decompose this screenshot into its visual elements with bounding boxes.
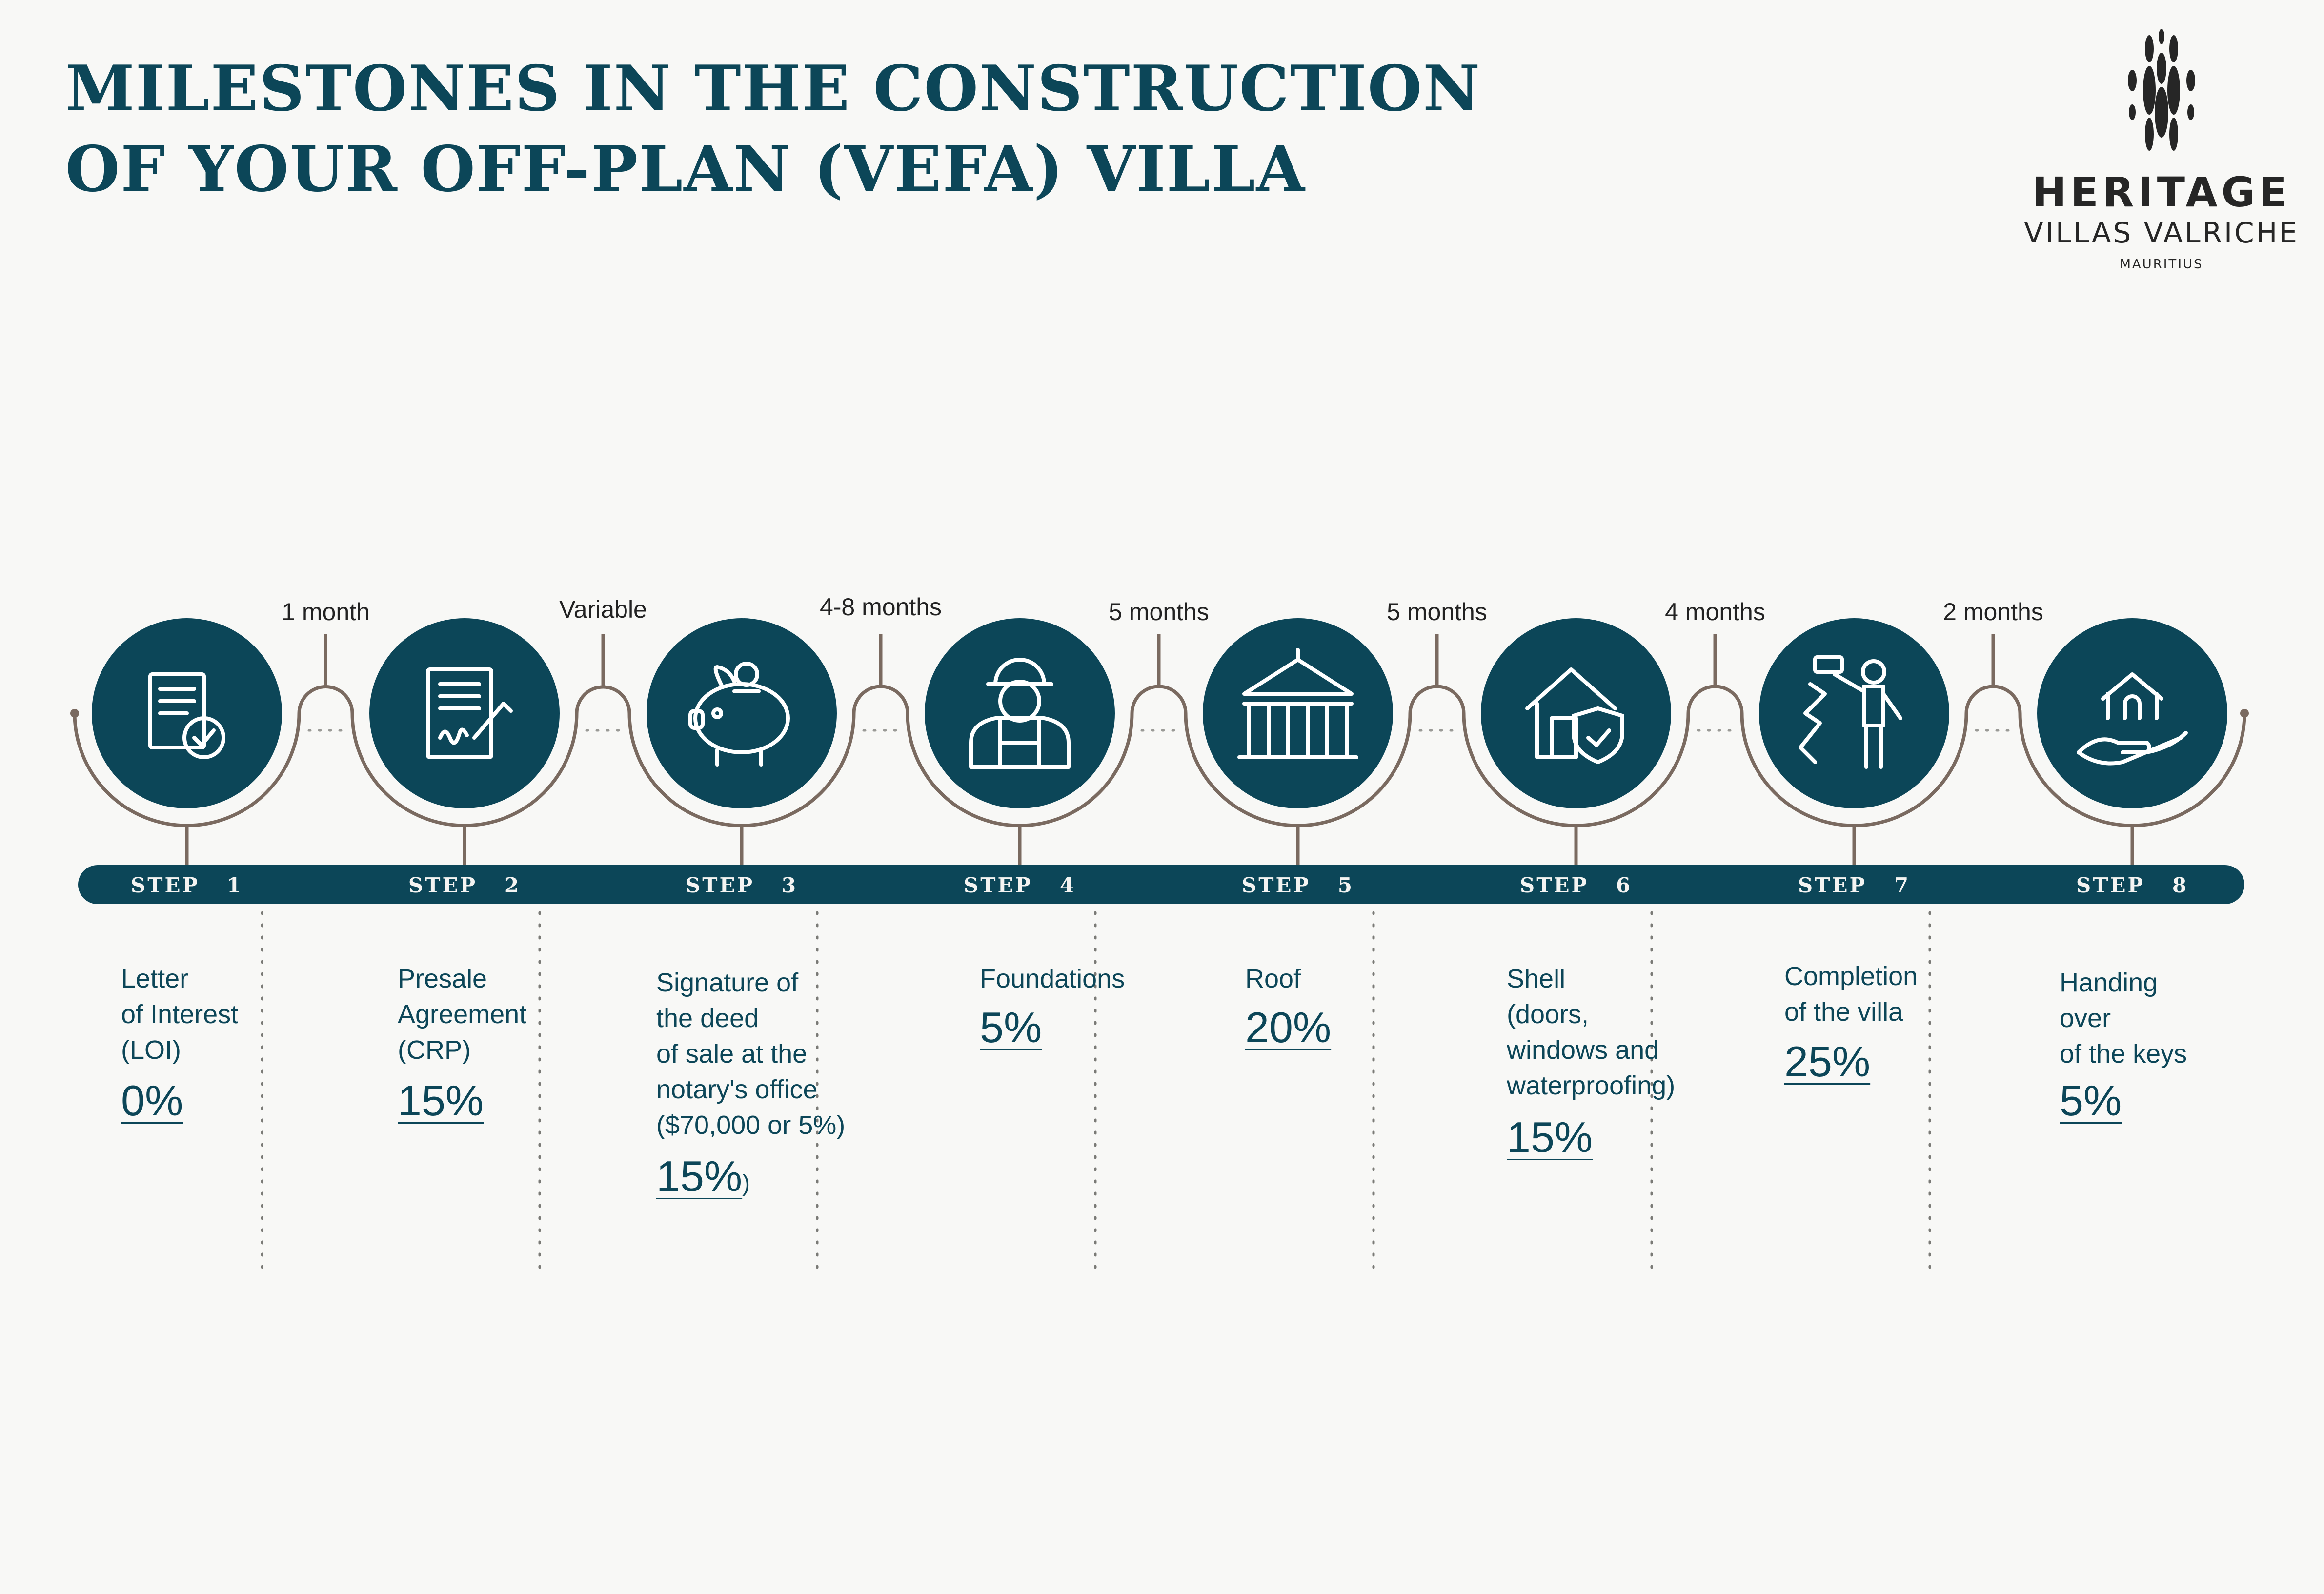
description-line: Agreement bbox=[398, 1000, 527, 1029]
step-circle-bg bbox=[1481, 618, 1671, 808]
brand-logo: HERITAGE VILLAS VALRICHE MAURITIUS bbox=[2020, 27, 2303, 272]
step-description: Shell (doors, windows and waterproofing) bbox=[1507, 961, 1675, 1104]
step-description: Presale Agreement (CRP) bbox=[398, 961, 526, 1068]
duration-label: Variable bbox=[559, 596, 647, 623]
description-line: (doors, bbox=[1507, 1000, 1589, 1029]
step-description: Foundations bbox=[980, 961, 1125, 997]
piggy-bank-icon bbox=[688, 662, 790, 767]
payment-percent: 20% bbox=[1245, 1003, 1331, 1052]
payment-percent: 0% bbox=[121, 1076, 183, 1126]
step-6-circle bbox=[1481, 618, 1671, 808]
percent-suffix: ) bbox=[742, 1170, 750, 1196]
percent-value: 5% bbox=[980, 1003, 1042, 1051]
painter-icon bbox=[1799, 655, 1902, 769]
description-line: Roof bbox=[1245, 964, 1301, 993]
duration-label: 4 months bbox=[1665, 598, 1765, 625]
brand-subtitle: VILLAS VALRICHE bbox=[2024, 216, 2299, 249]
duration-label: 1 month bbox=[282, 598, 370, 625]
percent-value: 25% bbox=[1784, 1037, 1871, 1086]
step-description: Letter of Interest (LOI) bbox=[121, 961, 238, 1068]
description-line: Completion bbox=[1784, 962, 1918, 991]
title-line-1: MILESTONES IN THE CONSTRUCTION bbox=[65, 52, 1481, 125]
description-line: of sale at the bbox=[656, 1039, 808, 1069]
step-description: Roof bbox=[1245, 961, 1301, 997]
step-4-circle bbox=[925, 618, 1115, 808]
percent-value: 5% bbox=[2060, 1076, 2122, 1125]
step-description: Completion of the villa bbox=[1784, 959, 1918, 1030]
step-description: Signature of the deed of sale at the notary… bbox=[656, 965, 845, 1143]
step-label: STEP 7 bbox=[1798, 873, 1911, 897]
step-circle-bg bbox=[92, 618, 282, 808]
description-line: over bbox=[2060, 1004, 2111, 1033]
description-line: (CRP) bbox=[398, 1035, 471, 1065]
description-line: ($70,000 or 5%) bbox=[656, 1110, 846, 1140]
timeline-connector bbox=[73, 685, 2246, 827]
description-line: Shell bbox=[1507, 964, 1566, 993]
percent-value: 15% bbox=[398, 1076, 484, 1125]
step-label: STEP 4 bbox=[963, 873, 1076, 897]
step-2-circle bbox=[369, 618, 560, 808]
duration-label: 2 months bbox=[1943, 598, 2043, 625]
payment-percent: 15% bbox=[1507, 1112, 1593, 1162]
payment-percent: 15% bbox=[398, 1076, 484, 1126]
description-line: the deed bbox=[656, 1004, 759, 1033]
step-circle-bg bbox=[2037, 618, 2227, 808]
step-label: STEP 3 bbox=[685, 873, 798, 897]
step-label: STEP 6 bbox=[1519, 873, 1633, 897]
step-label: STEP 8 bbox=[2076, 873, 2189, 897]
signed-contract-icon bbox=[426, 667, 513, 759]
step-label: STEP 2 bbox=[408, 873, 521, 897]
step-circle-bg bbox=[1759, 618, 1949, 808]
logo-mark-icon bbox=[2128, 29, 2195, 151]
payment-percent: 5% bbox=[2060, 1076, 2122, 1126]
description-line: Signature of bbox=[656, 968, 799, 997]
step-circle-bg bbox=[1203, 618, 1393, 808]
payment-percent: 25% bbox=[1784, 1037, 1870, 1087]
payment-percent: 15%) bbox=[656, 1151, 750, 1201]
percent-value: 0% bbox=[121, 1076, 183, 1125]
step-label: STEP 1 bbox=[130, 873, 243, 897]
description-line: Foundations bbox=[980, 964, 1125, 993]
step-8-circle bbox=[2037, 618, 2227, 808]
brand-name: HERITAGE bbox=[2032, 168, 2291, 216]
house-shield-icon bbox=[1525, 667, 1624, 764]
step-circle-bg bbox=[925, 618, 1115, 808]
description-line: Presale bbox=[398, 964, 487, 993]
description-line: (LOI) bbox=[121, 1035, 182, 1065]
percent-value: 15% bbox=[656, 1152, 743, 1200]
description-line: of Interest bbox=[121, 1000, 239, 1029]
duration-label: 5 months bbox=[1387, 598, 1487, 625]
timeline-start-dot bbox=[70, 709, 79, 718]
step-label: STEP 5 bbox=[1241, 873, 1354, 897]
description-line: waterproofing) bbox=[1507, 1071, 1676, 1100]
step-description: Handing over of the keys bbox=[2060, 965, 2187, 1072]
brand-location: MAURITIUS bbox=[2120, 257, 2203, 272]
step-circle-bg bbox=[369, 618, 560, 808]
description-line: of the villa bbox=[1784, 997, 1903, 1027]
payment-percent: 5% bbox=[980, 1003, 1042, 1052]
description-line: notary's office bbox=[656, 1075, 818, 1104]
duration-label: 5 months bbox=[1109, 598, 1209, 625]
step-1-circle bbox=[92, 618, 282, 808]
page-title: MILESTONES IN THE CONSTRUCTION OF YOUR O… bbox=[65, 49, 1481, 210]
step-circle-bg bbox=[647, 618, 837, 808]
step-3-circle bbox=[647, 618, 837, 808]
description-line: Letter bbox=[121, 964, 189, 993]
percent-value: 20% bbox=[1245, 1003, 1332, 1051]
description-line: Handing bbox=[2060, 968, 2158, 997]
timeline-end-dot bbox=[2240, 709, 2249, 718]
step-7-circle bbox=[1759, 618, 1949, 808]
description-line: windows and bbox=[1507, 1035, 1659, 1065]
step-5-circle bbox=[1203, 618, 1393, 808]
construction-worker-icon bbox=[969, 658, 1071, 769]
title-line-2: OF YOUR OFF-PLAN (VEFA) VILLA bbox=[65, 133, 1306, 206]
roof-structure-icon bbox=[1237, 648, 1358, 759]
house-in-hand-icon bbox=[2077, 672, 2188, 766]
duration-label: 4-8 months bbox=[819, 593, 942, 621]
percent-value: 15% bbox=[1507, 1113, 1593, 1161]
description-line: of the keys bbox=[2060, 1039, 2187, 1069]
document-check-icon bbox=[148, 672, 225, 759]
